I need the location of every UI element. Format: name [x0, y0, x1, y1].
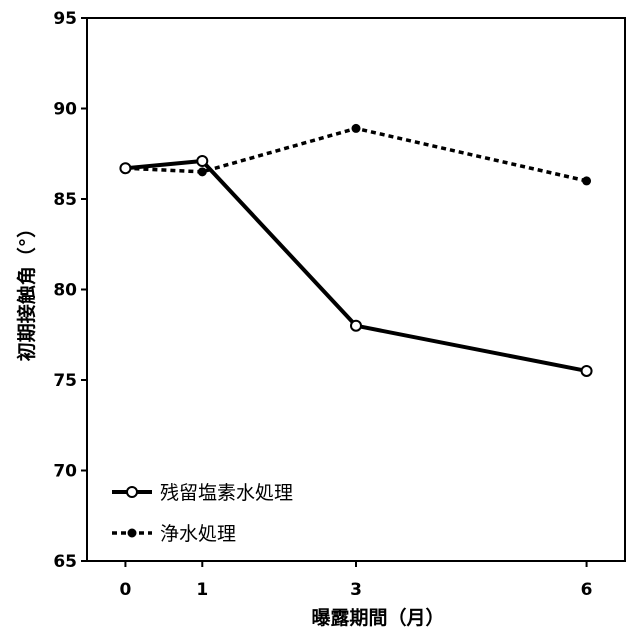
data-point-series0-2	[351, 321, 361, 331]
y-tick-label: 65	[53, 552, 77, 572]
y-tick-label: 80	[53, 281, 77, 301]
y-axis-title: 初期接触角（°）	[15, 219, 38, 362]
x-tick-labels: 0 1 3 6	[120, 580, 593, 600]
x-tick-label: 1	[196, 580, 208, 600]
legend-label-0: 残留塩素水処理	[160, 482, 293, 504]
data-point-series1-2	[352, 124, 360, 132]
data-point-series0-3	[582, 366, 592, 376]
series-line-1	[125, 128, 586, 180]
x-tick-label: 6	[581, 580, 593, 600]
data-point-series1-3	[583, 177, 591, 185]
legend-marker-0	[127, 487, 137, 497]
y-tick-label: 85	[53, 190, 77, 210]
legend-label-1: 浄水処理	[160, 523, 236, 545]
series-line-0	[125, 161, 586, 371]
x-tick-label: 0	[120, 580, 132, 600]
data-point-series0-1	[197, 156, 207, 166]
plot-area-frame	[87, 18, 625, 561]
y-tick-label: 90	[53, 100, 77, 120]
x-axis-title: 曝露期間（月）	[311, 606, 444, 629]
legend: 残留塩素水処理浄水処理	[112, 482, 293, 545]
legend-marker-1	[128, 529, 136, 537]
data-point-series1-1	[198, 168, 206, 176]
y-tick-label: 95	[53, 9, 77, 29]
y-tick-labels: 65 70 75 80 85 90 95	[53, 9, 77, 572]
x-tick-label: 3	[350, 580, 362, 600]
data-point-series0-0	[120, 163, 130, 173]
y-tick-label: 75	[53, 371, 77, 391]
series-layer	[120, 124, 591, 376]
y-tick-label: 70	[53, 462, 77, 482]
